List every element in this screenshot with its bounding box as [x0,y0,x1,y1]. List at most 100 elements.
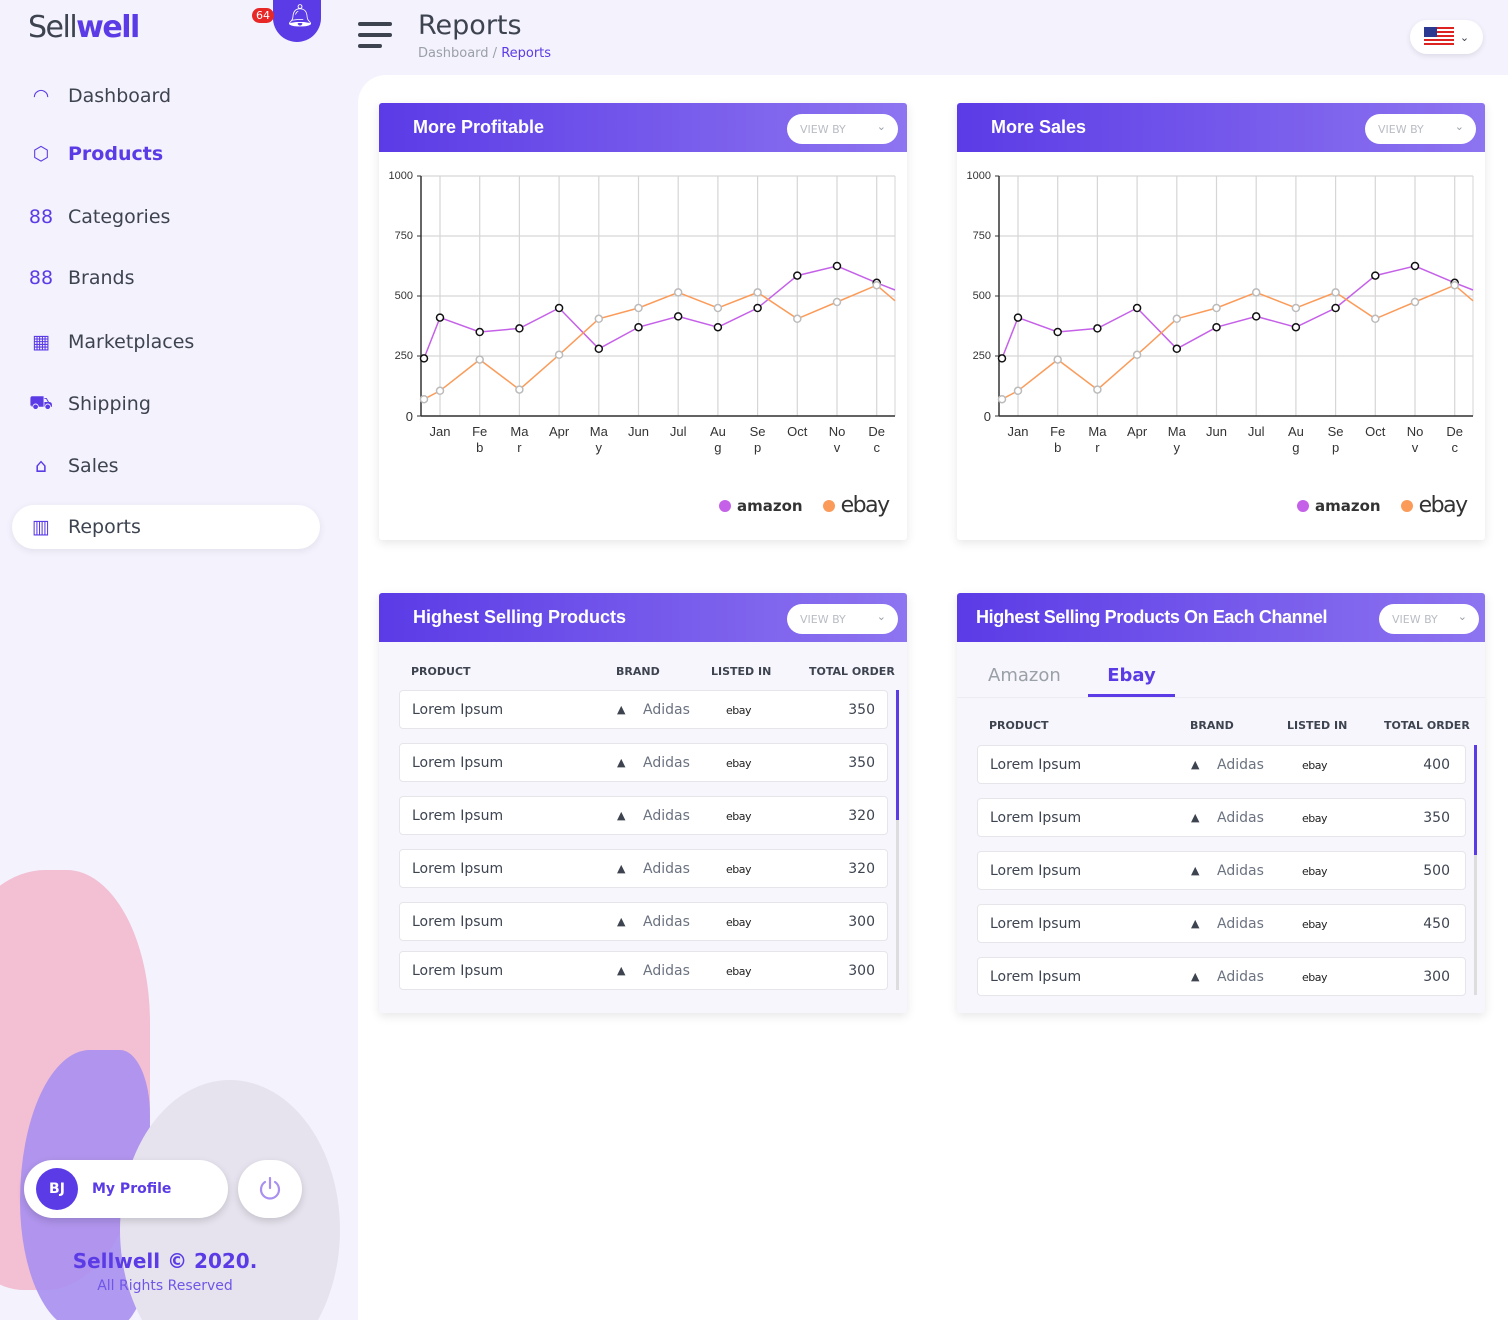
x-tick-label: Feb [472,424,488,455]
table-row[interactable]: Lorem Ipsum ▲ Adidas ebay 500 [977,851,1466,890]
brand-name: Adidas [643,702,690,718]
product-name: Lorem Ipsum [412,861,504,877]
adidas-logo-icon: ▲ [1191,864,1200,877]
product-name: Lorem Ipsum [990,863,1082,879]
table-row[interactable]: Lorem Ipsum ▲ Adidas ebay 320 [399,796,888,835]
amazon-point [515,324,524,333]
column-header: PRODUCT [989,719,1049,732]
ebay-point [594,314,604,324]
amazon-point [554,303,564,313]
x-tick-label: Oct [1365,424,1386,439]
legend-ebay-dot [1400,499,1413,512]
sidebar-item-marketplaces[interactable]: ▦ Marketplaces [12,320,320,364]
ebay-logo: ebay [1302,812,1328,825]
y-tick-label: 750 [973,230,991,242]
legend-amazon-dot [1297,499,1309,512]
ebay-logo: ebay [726,704,752,717]
line-chart: 0 250 500 750 1000 [389,170,896,424]
table-row[interactable]: Lorem Ipsum ▲ Adidas ebay 450 [977,904,1466,943]
sidebar-item-sales[interactable]: ⌂ Sales [12,444,320,488]
scrollbar[interactable] [896,690,899,990]
sidebar-item-label: Reports [68,516,141,538]
brand-name: Adidas [1217,863,1264,879]
ebay-logo: ebay [726,810,752,823]
tab-ebay[interactable]: Ebay [1088,657,1175,697]
table-row[interactable]: Lorem Ipsum ▲ Adidas ebay 350 [399,690,888,729]
amazon-point [753,303,762,313]
adidas-logo-icon: ▲ [617,703,626,716]
adidas-logo-icon: ▲ [1191,758,1200,771]
ebay-point [1251,288,1261,297]
x-tick-label: Feb [1050,424,1066,455]
legend-amazon: amazon [1315,496,1381,515]
amazon-point [1172,344,1182,354]
chart-legend: amazon ebay [719,493,890,518]
menu-toggle-button[interactable] [358,22,392,55]
table-row[interactable]: Lorem Ipsum ▲ Adidas ebay 350 [399,743,888,782]
brand-name: Adidas [643,755,690,771]
sidebar-item-label: Categories [68,206,171,228]
legend-amazon: amazon [737,496,803,515]
y-tick-label: 0 [406,409,413,424]
brand-name: Adidas [643,861,690,877]
view-by-dropdown[interactable]: VIEW BY ⌄ [787,604,898,634]
notification-button[interactable]: 🔔︎ [273,0,321,42]
view-by-dropdown[interactable]: VIEW BY ⌄ [1365,114,1476,144]
sidebar-item-label: Brands [68,267,135,289]
tab-amazon[interactable]: Amazon [988,665,1061,686]
table-row[interactable]: Lorem Ipsum ▲ Adidas ebay 350 [977,798,1466,837]
brand-name: Adidas [643,914,690,930]
amazon-point [1132,303,1142,313]
ebay-point [1331,288,1340,297]
sellwell-logo[interactable]: Sellwell [28,10,140,45]
table-row[interactable]: Lorem Ipsum ▲ Adidas ebay 300 [399,902,888,941]
brand-name: Adidas [643,963,690,979]
sidebar-item-brands[interactable]: 88 Brands [12,256,320,300]
sidebar-item-dashboard[interactable]: ◠ Dashboard [12,74,320,118]
ebay-point [419,394,429,404]
total-order: 320 [848,861,875,877]
x-tick-label: Mar [510,424,529,455]
view-by-dropdown[interactable]: VIEW BY ⌄ [1379,604,1479,634]
x-tick-label: Jul [669,424,687,439]
table-row[interactable]: Lorem Ipsum ▲ Adidas ebay 300 [399,951,888,990]
chart-legend: amazon ebay [1297,493,1468,518]
amazon-point [1251,312,1261,321]
sidebar-item-categories[interactable]: 88 Categories [12,195,320,239]
my-profile-button[interactable]: BJ My Profile [24,1160,228,1218]
sidebar-item-reports[interactable]: ▥ Reports [12,505,320,549]
sidebar-item-shipping[interactable]: ⛟ Shipping [12,382,320,426]
ebay-point [997,394,1007,404]
ebay-point [753,288,762,297]
amazon-point [713,322,723,332]
total-order: 500 [1423,863,1450,879]
table-row[interactable]: Lorem Ipsum ▲ Adidas ebay 300 [977,957,1466,996]
scrollbar-thumb[interactable] [1474,745,1477,855]
column-header: LISTED IN [1287,719,1348,732]
scrollbar[interactable] [1474,745,1477,995]
view-by-dropdown[interactable]: VIEW BY ⌄ [787,114,898,144]
sidebar-item-label: Dashboard [68,85,172,107]
scrollbar-thumb[interactable] [896,690,899,820]
store-icon: ▦ [32,331,50,353]
breadcrumb-dashboard[interactable]: Dashboard / [418,46,502,61]
table-row[interactable]: Lorem Ipsum ▲ Adidas ebay 320 [399,849,888,888]
product-name: Lorem Ipsum [990,757,1082,773]
x-tick-label: May [589,424,608,455]
adidas-logo-icon: ▲ [617,756,626,769]
y-tick-label: 1000 [967,170,991,182]
logout-button[interactable] [238,1160,302,1218]
more-sales-card: More Sales VIEW BY ⌄ 0 250 500 750 1000 Jan Feb M… [957,103,1485,540]
ebay-point [1212,303,1221,313]
chevron-down-icon: ⌄ [876,610,886,623]
language-select[interactable]: ⌄ [1410,20,1483,54]
total-order: 300 [1423,969,1450,985]
product-name: Lorem Ipsum [412,914,504,930]
x-tick-label: Nov [828,424,846,455]
ebay-logo: ebay [726,916,752,929]
adidas-logo-icon: ▲ [617,862,626,875]
table-row[interactable]: Lorem Ipsum ▲ Adidas ebay 400 [977,745,1466,784]
sidebar-item-products[interactable]: ⬡ Products [12,132,320,176]
column-header: TOTAL ORDER [809,665,895,678]
ebay-point [554,350,564,360]
